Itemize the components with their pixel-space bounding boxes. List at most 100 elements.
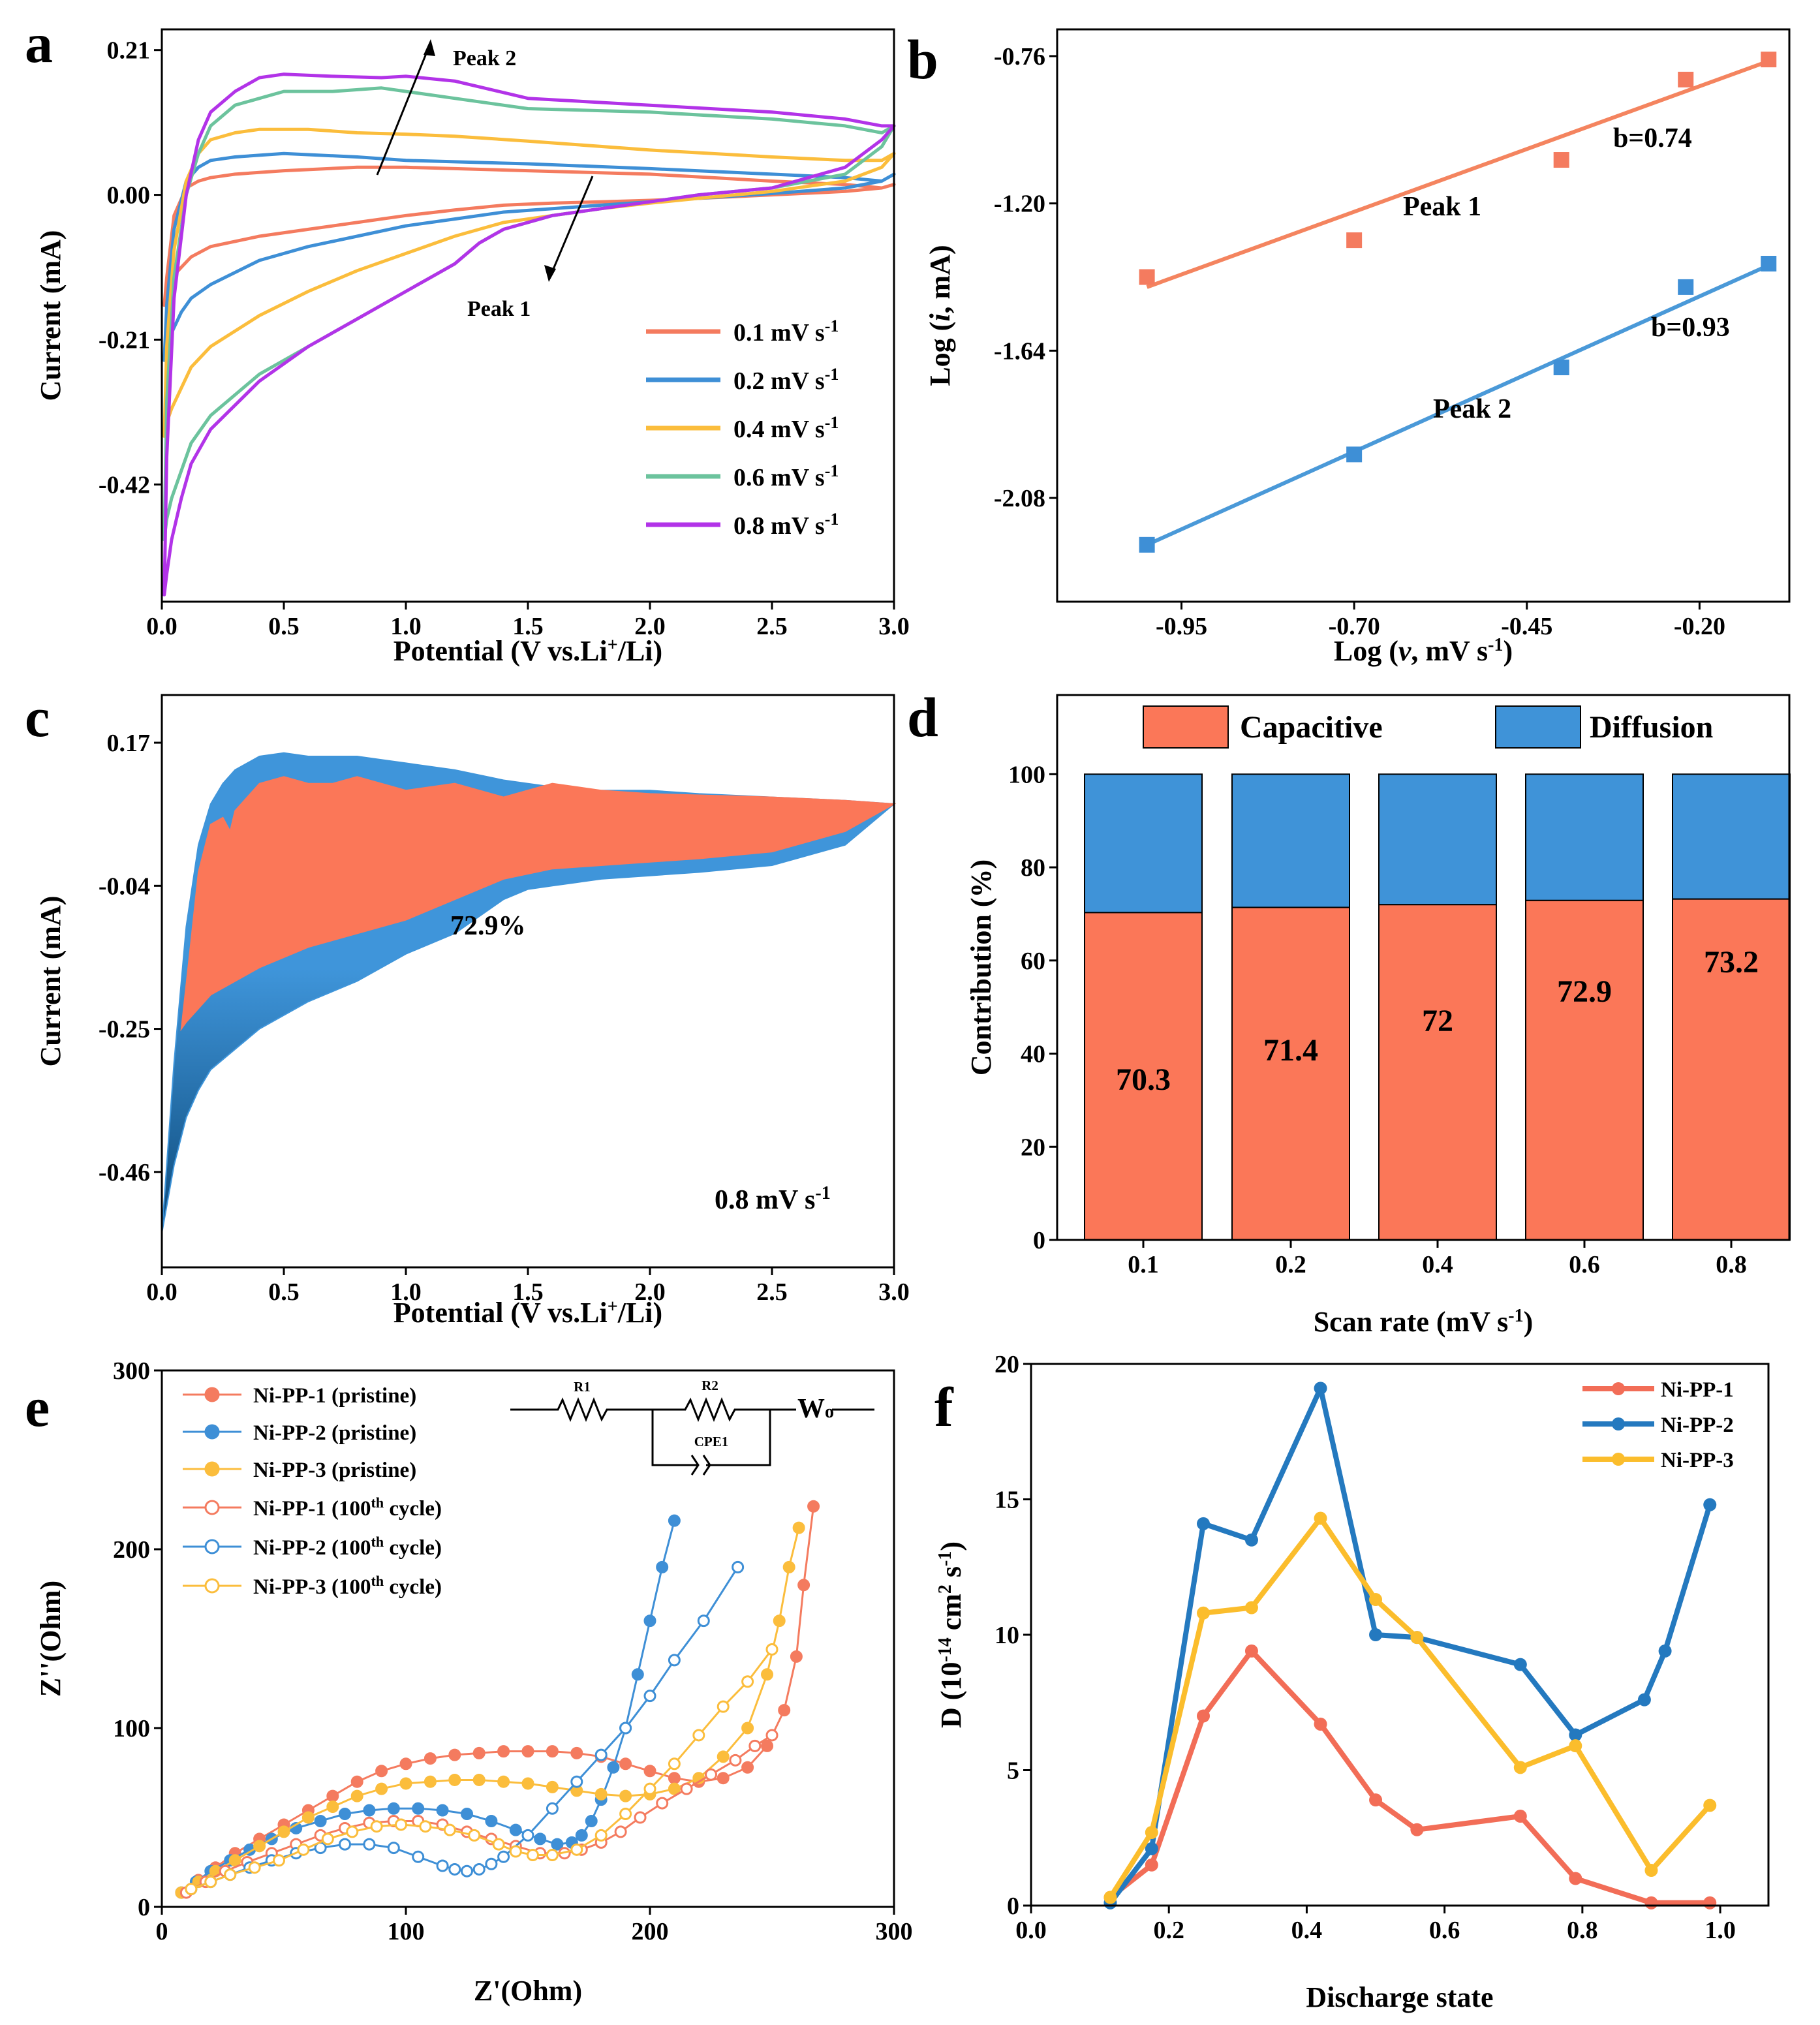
label-part: ) bbox=[935, 1541, 967, 1551]
nyquist-line-5 bbox=[191, 1648, 773, 1891]
data-point bbox=[1761, 256, 1777, 272]
x-axis-label: Scan rate (mV s-1) bbox=[1314, 1306, 1534, 1338]
capacitive-area bbox=[180, 776, 897, 1032]
data-point bbox=[448, 1748, 461, 1761]
data-point bbox=[387, 1842, 400, 1855]
label-part: Ni-PP-1 (pristine) bbox=[253, 1384, 416, 1408]
data-point bbox=[1369, 1628, 1383, 1641]
data-point bbox=[436, 1859, 449, 1872]
data-point bbox=[204, 1876, 217, 1889]
y-tick-label: 40 bbox=[1021, 1041, 1045, 1068]
legend-label-5: Ni-PP-3 (100th cycle) bbox=[253, 1573, 442, 1600]
data-point bbox=[1678, 279, 1694, 295]
panel-f-diffusion-coefficient: f 0.0 0.2 0.4 0.6 0.8 1.0 0 5 10 15 20 Discharge sta… bbox=[934, 1351, 1770, 2013]
cv-curve-0 bbox=[162, 165, 896, 307]
x-tick-label: 1.5 bbox=[512, 613, 544, 640]
arrow-peak-2 bbox=[376, 42, 432, 176]
label-part: , mV s bbox=[1411, 635, 1488, 667]
plot-frame bbox=[1056, 694, 1791, 1241]
bar-diffusion bbox=[1672, 773, 1791, 900]
data-point bbox=[419, 1820, 432, 1833]
cv-curve-1 bbox=[162, 151, 896, 362]
panel-c-capacitive-area: c 0.0 0.5 1.0 1.5 2.0 2.5 3.0 0.17 -0.04 -0.25 -0.4… bbox=[25, 686, 910, 1329]
data-point bbox=[1139, 536, 1155, 553]
data-point bbox=[680, 1782, 693, 1795]
data-point bbox=[1346, 446, 1363, 463]
data-point bbox=[668, 1772, 681, 1785]
y-tick-label: 0.17 bbox=[107, 730, 151, 757]
data-point bbox=[350, 1775, 363, 1788]
data-point bbox=[448, 1773, 461, 1786]
data-point bbox=[1569, 1728, 1582, 1742]
x-tick-label: -0.45 bbox=[1501, 613, 1552, 640]
label-part: , mA) bbox=[924, 245, 956, 313]
label-part: + bbox=[608, 1297, 618, 1317]
annotation-peak-1: Peak 1 bbox=[467, 297, 531, 321]
x-tick-label: -0.70 bbox=[1329, 613, 1380, 640]
data-point bbox=[797, 1579, 810, 1592]
x-axis-label: Z'(Ohm) bbox=[474, 1975, 582, 2007]
bar-capacitive bbox=[1378, 904, 1497, 1241]
label-part: Potential (V vs.Li bbox=[393, 635, 608, 667]
data-point bbox=[697, 1615, 710, 1628]
data-point bbox=[1703, 1799, 1717, 1812]
data-point bbox=[339, 1838, 351, 1851]
cpe-branch bbox=[651, 1410, 771, 1466]
y-tick-label: 0 bbox=[1033, 1227, 1045, 1254]
label-part: Ni-PP-2 (100 bbox=[253, 1536, 371, 1560]
label-part: -1 bbox=[825, 461, 839, 480]
x-tick-label: 100 bbox=[388, 1918, 425, 1945]
y-tick-label: 60 bbox=[1021, 948, 1045, 975]
capacitive-percent-label: 72.9% bbox=[450, 911, 526, 941]
data-point bbox=[224, 1868, 237, 1881]
bar-capacitive bbox=[1525, 899, 1644, 1241]
data-point bbox=[526, 1849, 539, 1862]
equivalent-circuit: R1 CPE1 R2 Wo bbox=[510, 1378, 874, 1476]
y-axis-label: Contribution (%) bbox=[965, 859, 997, 1075]
bar-diffusion bbox=[1378, 773, 1497, 906]
label-part: th bbox=[371, 1573, 384, 1589]
arrow-head-peak-1 bbox=[544, 265, 556, 282]
data-point bbox=[497, 1775, 510, 1788]
data-point bbox=[1410, 1631, 1424, 1645]
y-tick-label: 0.00 bbox=[107, 182, 151, 209]
y-tick-label: 100 bbox=[1008, 761, 1045, 788]
data-point bbox=[778, 1704, 791, 1717]
data-point bbox=[1658, 1644, 1672, 1658]
label-part: cycle) bbox=[384, 1536, 442, 1560]
x-tick-label: 0.5 bbox=[268, 613, 300, 640]
data-point bbox=[253, 1840, 266, 1853]
legend-marker-2 bbox=[204, 1461, 220, 1477]
bar-value-label: 71.4 bbox=[1263, 1033, 1318, 1068]
data-point bbox=[497, 1745, 510, 1758]
data-point bbox=[461, 1808, 473, 1821]
data-point bbox=[399, 1777, 412, 1790]
data-point bbox=[485, 1857, 498, 1870]
label-part: Potential (V vs.Li bbox=[393, 1297, 608, 1329]
bar-capacitive bbox=[1084, 912, 1203, 1241]
x-tick-label: 2.0 bbox=[634, 613, 666, 640]
data-point bbox=[492, 1838, 505, 1851]
data-point bbox=[1703, 1896, 1717, 1909]
x-tick-label: 1.0 bbox=[1704, 1917, 1736, 1944]
data-point bbox=[668, 1654, 681, 1667]
panel-e-nyquist-plot: e 0 100 200 300 0 100 200 300 Z'(Ohm) Z''(Ohm) Ni-P… bbox=[25, 1357, 913, 2007]
bar-capacitive bbox=[1672, 898, 1791, 1241]
x-tick-label: 0.5 bbox=[268, 1278, 300, 1306]
legend-label-diffusion: Diffusion bbox=[1590, 710, 1713, 745]
data-point bbox=[614, 1825, 627, 1838]
series-label-peak-2: Peak 2 bbox=[1433, 394, 1511, 424]
panel-label-a: a bbox=[25, 12, 53, 74]
y-tick-label: 200 bbox=[113, 1536, 150, 1564]
arrow-peak-1 bbox=[549, 176, 594, 277]
x-tick-label: 300 bbox=[876, 1918, 913, 1945]
data-point bbox=[363, 1804, 376, 1817]
panel-d-contribution-bars: d 70.3 0.1 71.4 0.2 72 0.4 72.9 0.6 73.2 0.8 0 20 40 6… bbox=[907, 686, 1791, 1338]
label-part: -14 bbox=[935, 1637, 955, 1662]
label-part: Scan rate (mV s bbox=[1314, 1306, 1509, 1338]
legend-label-3: Ni-PP-1 (100th cycle) bbox=[253, 1494, 442, 1521]
data-point bbox=[643, 1765, 656, 1778]
y-tick-label: -0.46 bbox=[99, 1159, 150, 1186]
data-point bbox=[692, 1729, 705, 1742]
data-point bbox=[375, 1765, 388, 1778]
